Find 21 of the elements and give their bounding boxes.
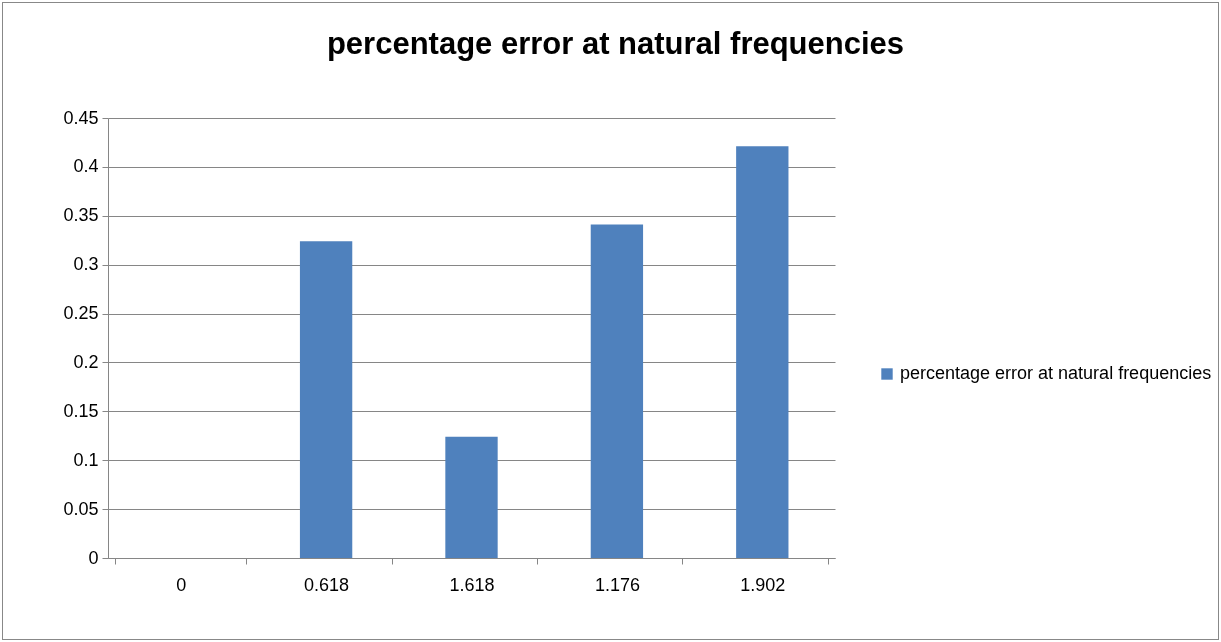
legend-label: percentage error at natural frequencies: [900, 363, 1212, 383]
y-tick-label: 0.1: [73, 449, 99, 470]
bar: [736, 146, 789, 558]
bar: [445, 436, 498, 558]
y-tick-label: 0.25: [63, 303, 99, 324]
x-tick-label: 1.618: [449, 574, 495, 595]
y-tick-label: 0.45: [63, 107, 99, 128]
y-tick-label: 0.15: [63, 400, 99, 421]
x-tick-label: 1.176: [594, 574, 640, 595]
y-tick-label: 0.3: [73, 254, 99, 275]
x-tick-label: 1.902: [740, 574, 786, 595]
y-tick-label: 0.05: [63, 498, 99, 519]
y-tick-label: 0.4: [73, 156, 99, 177]
bar: [590, 224, 644, 558]
x-tick-label: 0.618: [304, 574, 350, 595]
y-tick-label: 0.2: [73, 351, 99, 372]
chart-title: percentage error at natural frequencies: [326, 26, 905, 61]
x-tick-label: 0: [176, 574, 187, 595]
y-tick-label: 0.35: [63, 205, 99, 226]
bar: [299, 241, 353, 558]
y-tick-label: 0: [88, 547, 99, 568]
